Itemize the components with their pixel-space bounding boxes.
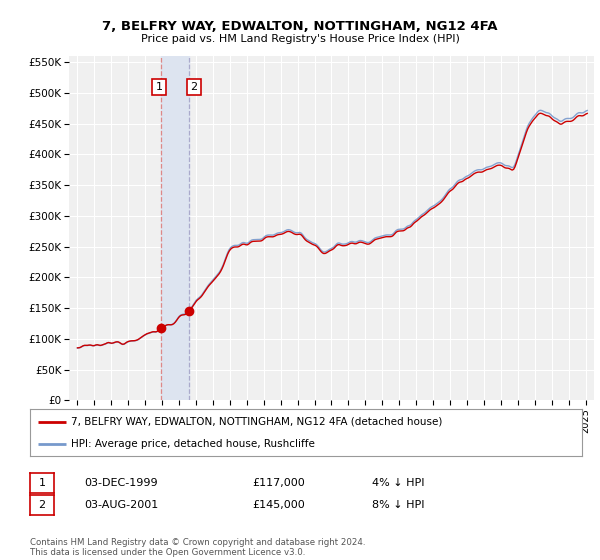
Text: £117,000: £117,000 <box>252 478 305 488</box>
Text: Price paid vs. HM Land Registry's House Price Index (HPI): Price paid vs. HM Land Registry's House … <box>140 34 460 44</box>
Bar <box>161 56 189 400</box>
Text: 8% ↓ HPI: 8% ↓ HPI <box>372 500 425 510</box>
Text: £145,000: £145,000 <box>252 500 305 510</box>
Text: 7, BELFRY WAY, EDWALTON, NOTTINGHAM, NG12 4FA (detached house): 7, BELFRY WAY, EDWALTON, NOTTINGHAM, NG1… <box>71 417 443 427</box>
Text: HPI: Average price, detached house, Rushcliffe: HPI: Average price, detached house, Rush… <box>71 438 315 449</box>
Text: 2: 2 <box>38 500 46 510</box>
Text: 1: 1 <box>38 478 46 488</box>
Text: 7, BELFRY WAY, EDWALTON, NOTTINGHAM, NG12 4FA: 7, BELFRY WAY, EDWALTON, NOTTINGHAM, NG1… <box>102 20 498 32</box>
Text: 2: 2 <box>190 82 197 92</box>
Text: 4% ↓ HPI: 4% ↓ HPI <box>372 478 425 488</box>
Text: Contains HM Land Registry data © Crown copyright and database right 2024.
This d: Contains HM Land Registry data © Crown c… <box>30 538 365 557</box>
Text: 1: 1 <box>155 82 163 92</box>
Text: 03-AUG-2001: 03-AUG-2001 <box>84 500 158 510</box>
Text: 03-DEC-1999: 03-DEC-1999 <box>84 478 158 488</box>
